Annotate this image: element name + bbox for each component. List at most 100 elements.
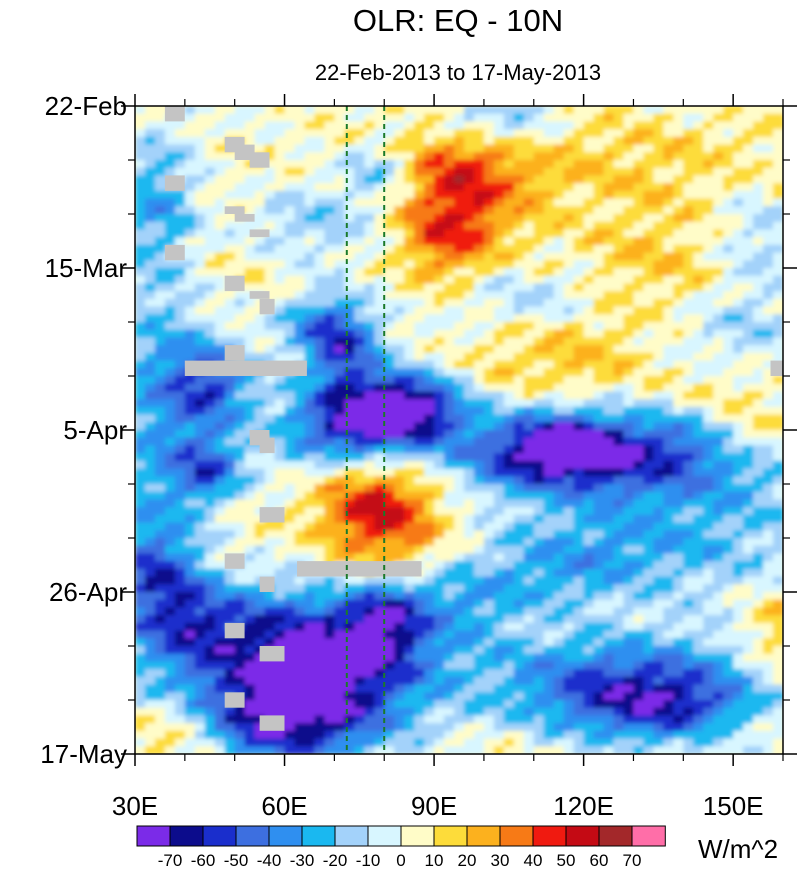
field-cell bbox=[463, 167, 475, 177]
field-cell bbox=[603, 237, 615, 246]
field-cell bbox=[264, 352, 276, 362]
field-cell bbox=[773, 507, 783, 516]
field-cell bbox=[533, 676, 545, 686]
field-cell bbox=[354, 244, 365, 254]
field-cell bbox=[493, 383, 505, 393]
field-cell bbox=[264, 484, 276, 493]
field-cell bbox=[503, 437, 515, 447]
field-cell bbox=[294, 190, 306, 200]
field-cell bbox=[613, 653, 625, 663]
field-cell bbox=[184, 437, 196, 447]
field-cell bbox=[513, 352, 525, 362]
field-cell bbox=[703, 445, 714, 454]
field-cell bbox=[753, 453, 764, 462]
field-cell bbox=[264, 175, 276, 184]
field-cell bbox=[374, 676, 385, 686]
field-cell bbox=[473, 646, 485, 655]
field-cell bbox=[593, 669, 605, 678]
field-cell bbox=[144, 360, 156, 369]
field-cell bbox=[394, 422, 405, 431]
field-cell bbox=[583, 692, 595, 701]
field-cell bbox=[274, 183, 286, 192]
field-cell bbox=[184, 491, 196, 501]
field-cell bbox=[583, 484, 595, 493]
field-cell bbox=[583, 445, 595, 454]
field-cell bbox=[444, 383, 455, 393]
field-cell bbox=[473, 514, 485, 524]
field-cell bbox=[463, 136, 475, 146]
field-cell bbox=[374, 306, 385, 315]
field-cell bbox=[354, 221, 365, 231]
field-cell bbox=[653, 113, 664, 123]
field-cell bbox=[623, 507, 635, 516]
field-cell bbox=[354, 522, 365, 531]
field-cell bbox=[364, 453, 375, 462]
field-cell bbox=[743, 576, 754, 585]
field-cell bbox=[633, 198, 645, 207]
field-cell bbox=[653, 615, 664, 624]
field-cell bbox=[394, 298, 405, 308]
field-cell bbox=[174, 661, 186, 670]
field-cell bbox=[244, 244, 256, 254]
field-cell bbox=[773, 383, 783, 393]
field-cell bbox=[454, 198, 465, 207]
field-cell bbox=[633, 669, 645, 678]
field-cell bbox=[623, 615, 635, 624]
field-cell bbox=[454, 622, 465, 632]
field-cell bbox=[723, 136, 734, 146]
field-cell bbox=[533, 260, 545, 269]
field-cell bbox=[563, 121, 575, 130]
field-cell bbox=[773, 437, 783, 447]
field-cell bbox=[135, 322, 146, 331]
field-cell bbox=[763, 460, 774, 470]
field-cell bbox=[354, 175, 365, 184]
field-cell bbox=[503, 383, 515, 393]
field-cell bbox=[743, 561, 754, 570]
field-cell bbox=[553, 484, 565, 493]
field-cell bbox=[743, 260, 754, 269]
field-cell bbox=[174, 190, 186, 200]
field-cell bbox=[663, 368, 674, 377]
field-cell bbox=[374, 376, 385, 385]
field-cell bbox=[274, 136, 286, 146]
field-cell bbox=[573, 183, 585, 192]
field-cell bbox=[314, 198, 326, 207]
field-cell bbox=[593, 275, 605, 285]
field-cell bbox=[304, 237, 316, 246]
field-cell bbox=[713, 229, 724, 238]
field-cell bbox=[543, 692, 555, 701]
field-cell bbox=[493, 522, 505, 531]
field-cell bbox=[314, 298, 326, 308]
field-cell bbox=[673, 445, 684, 454]
field-cell bbox=[164, 615, 176, 624]
field-cell bbox=[324, 507, 335, 516]
field-cell bbox=[294, 106, 306, 115]
field-cell bbox=[304, 298, 316, 308]
field-cell bbox=[384, 453, 395, 462]
field-cell bbox=[603, 329, 615, 339]
field-cell bbox=[523, 144, 535, 153]
field-cell bbox=[573, 684, 585, 693]
field-cell bbox=[234, 638, 246, 647]
field-cell bbox=[543, 422, 555, 431]
field-cell bbox=[374, 430, 385, 439]
field-cell bbox=[543, 638, 555, 647]
field-cell bbox=[444, 190, 455, 200]
field-cell bbox=[234, 576, 246, 585]
field-cell bbox=[354, 630, 365, 639]
field-cell bbox=[613, 507, 625, 516]
field-cell bbox=[224, 406, 236, 416]
field-cell bbox=[374, 669, 385, 678]
field-cell bbox=[384, 129, 395, 138]
field-cell bbox=[603, 306, 615, 315]
field-cell bbox=[583, 167, 595, 177]
field-cell bbox=[683, 298, 694, 308]
field-cell bbox=[224, 422, 236, 431]
field-cell bbox=[563, 152, 575, 161]
field-cell bbox=[633, 260, 645, 269]
field-cell bbox=[773, 684, 783, 693]
field-cell bbox=[414, 422, 425, 431]
field-cell bbox=[144, 530, 156, 539]
field-cell bbox=[533, 237, 545, 246]
field-cell bbox=[573, 368, 585, 377]
